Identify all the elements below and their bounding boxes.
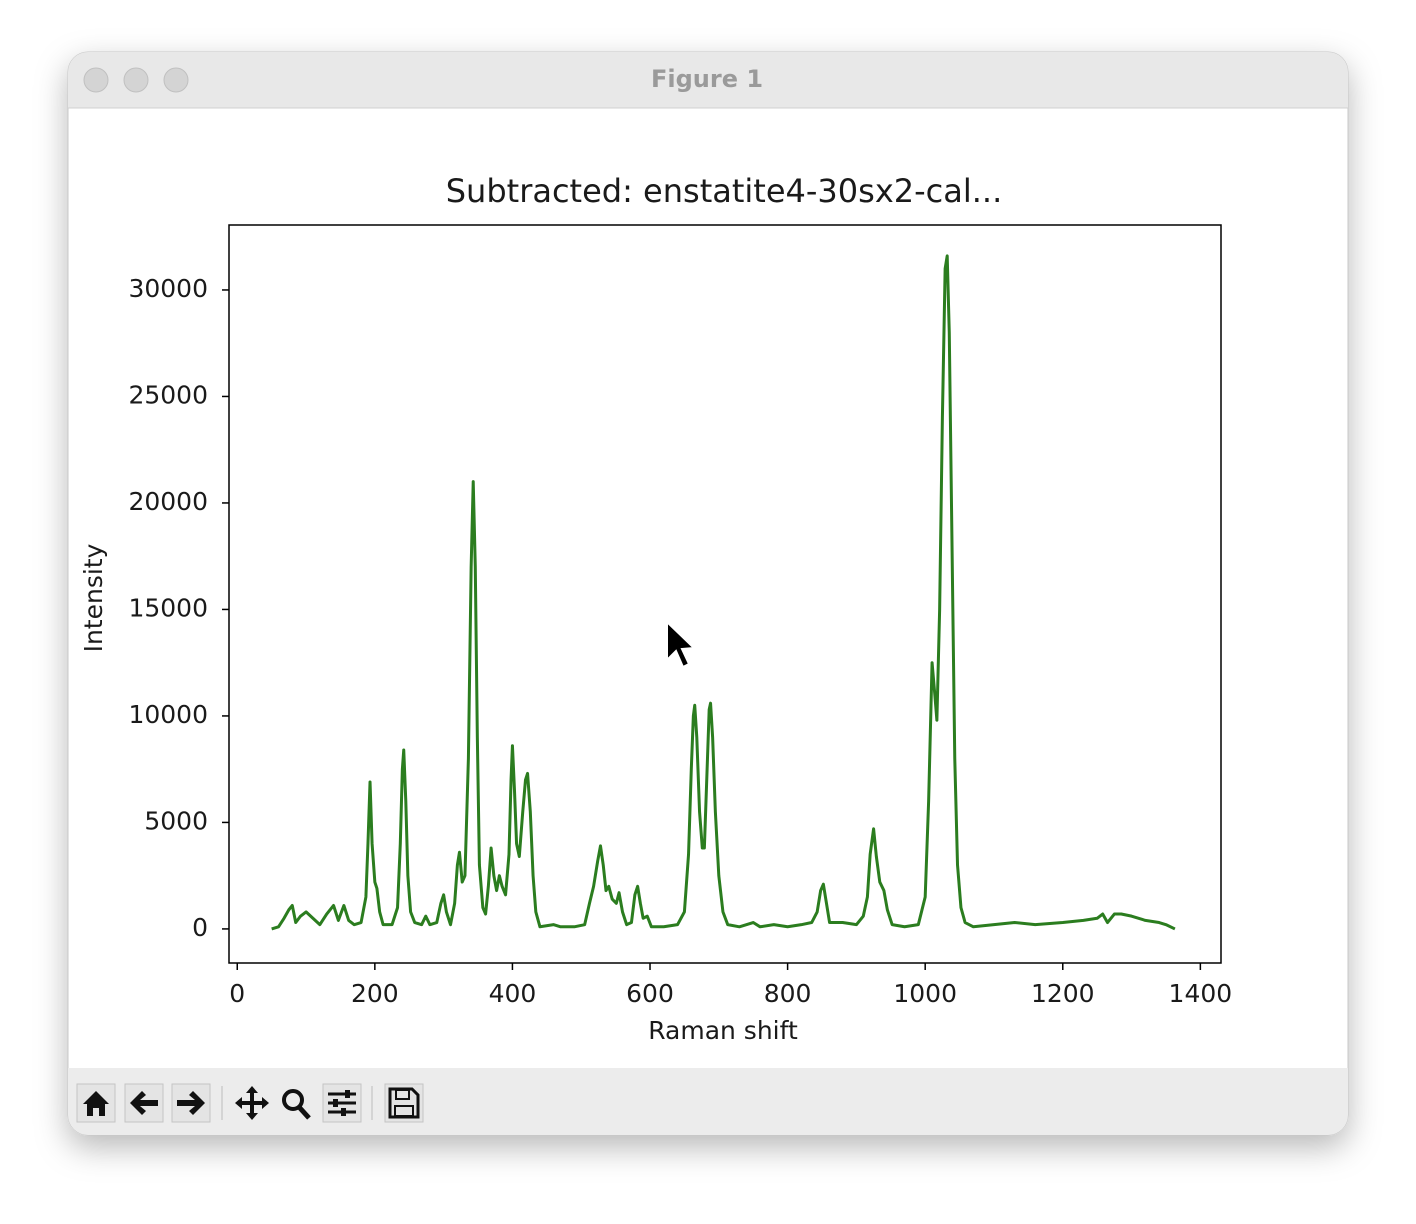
pan-button[interactable] — [235, 1086, 269, 1120]
back-button[interactable] — [124, 1083, 164, 1123]
title-bar — [68, 52, 1348, 108]
forward-button[interactable] — [171, 1083, 211, 1123]
zoom-button[interactable] — [163, 67, 189, 93]
zoom-tool-button[interactable] — [282, 1089, 311, 1120]
x-tick-label: 200 — [351, 979, 399, 1008]
x-tick-label: 0 — [229, 979, 245, 1008]
y-tick-label: 0 — [192, 913, 208, 942]
x-tick-label: 800 — [764, 979, 812, 1008]
axes-frame — [228, 224, 1222, 964]
x-tick-label: 1200 — [1031, 979, 1095, 1008]
toolbar-icons — [76, 1083, 424, 1123]
mouse-cursor — [666, 619, 697, 669]
y-tick-label: 15000 — [128, 593, 208, 622]
minimize-button[interactable] — [123, 67, 149, 93]
y-axis-label: Intensity — [79, 543, 108, 652]
y-tick-label: 25000 — [128, 380, 208, 409]
plot: Subtracted: enstatite4-30sx2-cal... Rama… — [79, 172, 1232, 1045]
configure-button[interactable] — [322, 1083, 362, 1123]
toolbar — [68, 1068, 1348, 1135]
x-tick-label: 1000 — [893, 979, 957, 1008]
save-button[interactable] — [384, 1083, 424, 1123]
chart-title: Subtracted: enstatite4-30sx2-cal... — [446, 172, 1003, 210]
close-button[interactable] — [83, 67, 109, 93]
x-tick-label: 600 — [626, 979, 674, 1008]
window — [67, 51, 1349, 1136]
y-tick-label: 10000 — [128, 700, 208, 729]
window-title: Figure 1 — [651, 65, 763, 93]
home-button[interactable] — [76, 1083, 116, 1123]
y-tick-label: 30000 — [128, 274, 208, 303]
y-tick-label: 20000 — [128, 487, 208, 516]
x-tick-label: 400 — [489, 979, 537, 1008]
spectrum-line — [271, 254, 1176, 931]
x-tick-label: 1400 — [1169, 979, 1233, 1008]
y-tick-label: 5000 — [144, 806, 208, 835]
x-axis-label: Raman shift — [648, 1016, 798, 1045]
